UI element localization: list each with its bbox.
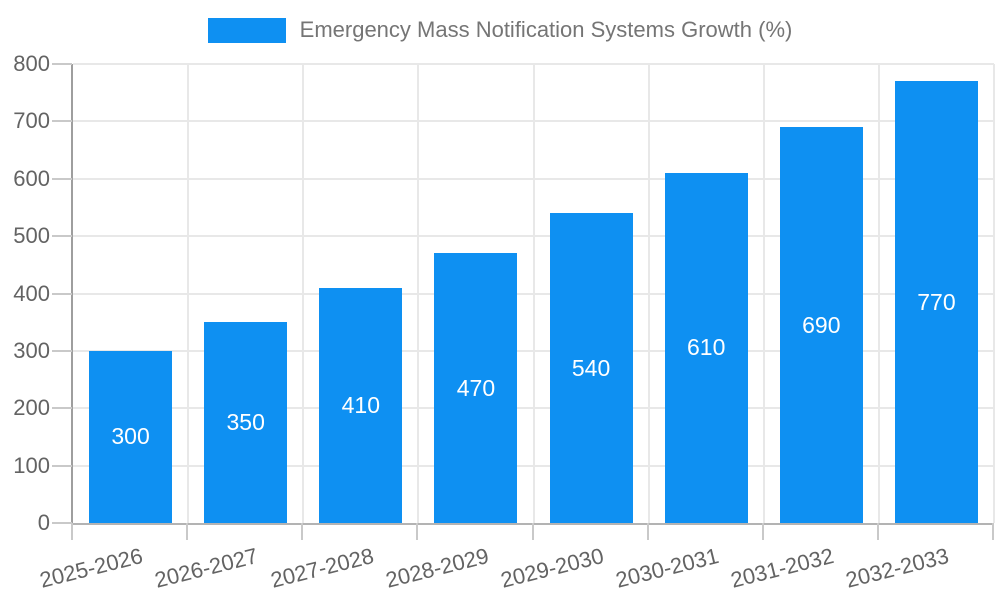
bar[interactable]: 470 — [434, 253, 518, 523]
legend-color-swatch — [207, 17, 286, 43]
legend[interactable]: Emergency Mass Notification Systems Grow… — [0, 17, 1000, 43]
y-axis-tick — [52, 63, 72, 65]
x-axis-tick — [416, 523, 419, 540]
y-axis-tick — [52, 522, 72, 524]
v-gridline — [993, 64, 995, 523]
bar-value-label: 470 — [456, 374, 496, 401]
v-gridline — [302, 64, 305, 523]
y-axis-tick — [52, 177, 72, 180]
bar-value-label: 690 — [802, 311, 841, 338]
y-axis-label: 800 — [13, 51, 50, 76]
v-gridline — [647, 64, 650, 523]
x-axis-tick — [876, 523, 879, 540]
bar[interactable]: 770 — [894, 81, 978, 523]
bar[interactable]: 540 — [549, 213, 633, 523]
legend-label: Emergency Mass Notification Systems Grow… — [299, 17, 793, 42]
y-axis-label: 300 — [13, 337, 50, 363]
bar-value-label: 770 — [917, 288, 956, 315]
y-axis-tick — [52, 235, 72, 238]
y-axis-tick — [52, 407, 72, 410]
x-axis-label: 2026-2027 — [152, 543, 261, 593]
x-axis-label: 2027-2028 — [267, 543, 376, 593]
x-axis-tick — [761, 523, 764, 540]
x-axis-tick — [531, 523, 534, 540]
x-axis-label: 2031-2032 — [728, 543, 837, 593]
x-axis-tick — [71, 523, 73, 540]
v-gridline — [762, 64, 765, 523]
x-axis-label: 2032-2033 — [843, 543, 952, 593]
bar[interactable]: 300 — [89, 350, 173, 523]
bar[interactable]: 690 — [779, 127, 863, 523]
y-axis-label: 700 — [13, 108, 50, 134]
x-axis-tick — [301, 523, 304, 540]
y-axis-tick — [52, 292, 72, 295]
bar-value-label: 410 — [341, 391, 380, 418]
x-axis-tick — [186, 523, 189, 540]
v-gridline — [877, 64, 880, 523]
x-axis-tick — [992, 523, 994, 540]
y-axis-label: 0 — [37, 510, 50, 535]
bar-value-label: 610 — [687, 334, 726, 361]
x-axis-label: 2029-2030 — [497, 543, 607, 593]
x-axis-label: 2025-2026 — [37, 543, 146, 593]
x-axis-label: 2028-2029 — [382, 543, 491, 593]
y-axis-label: 200 — [13, 395, 50, 421]
plot-area: 300 350 410 470 540 610 690 770 — [71, 63, 995, 525]
bar-value-label: 350 — [226, 409, 265, 436]
v-gridline — [532, 64, 535, 523]
bar[interactable]: 350 — [204, 322, 288, 523]
y-axis-label: 600 — [13, 165, 50, 191]
y-axis-label: 500 — [13, 223, 50, 249]
x-axis-label: 2030-2031 — [613, 543, 722, 593]
bar-value-label: 540 — [571, 354, 611, 381]
y-axis-label: 400 — [13, 280, 50, 306]
y-axis-label: 100 — [13, 452, 50, 478]
bar-value-label: 300 — [111, 423, 150, 450]
y-axis-tick — [52, 349, 72, 352]
x-axis-tick — [646, 523, 649, 540]
bar[interactable]: 410 — [319, 287, 403, 523]
y-axis-tick — [52, 120, 72, 123]
v-gridline — [417, 64, 420, 523]
v-gridline — [187, 64, 190, 523]
y-axis-tick — [52, 464, 72, 467]
bar[interactable]: 610 — [664, 173, 748, 523]
